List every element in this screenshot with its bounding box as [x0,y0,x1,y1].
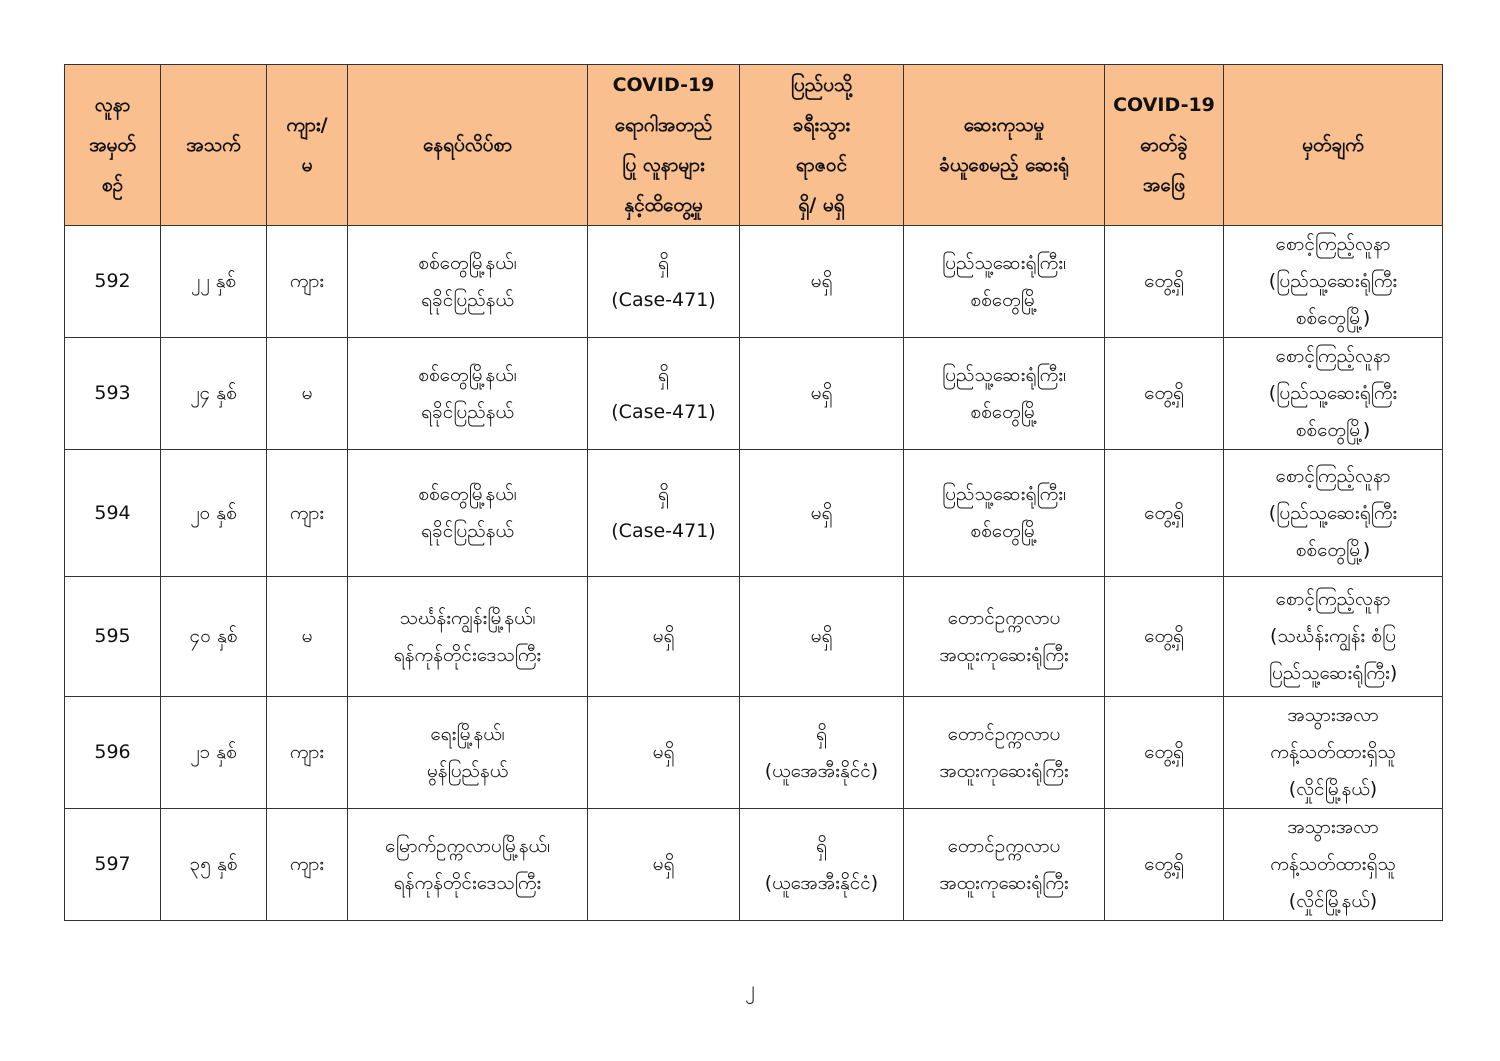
cell-sex: ကျား [266,449,348,577]
cell-test-result: တွေ့ရှိ [1104,337,1224,450]
cell-travel-history: မရှိ [739,337,904,450]
cell-address: စစ်တွေမြို့နယ်၊ ရခိုင်ပြည်နယ် [347,225,588,338]
cell-travel-history: ရှိ (ယူအေအီးနိုင်ငံ) [739,808,904,921]
cell-age: ၂၀ နှစ် [160,449,267,577]
cell-case-number: 596 [64,696,161,809]
cell-test-result: တွေ့ရှိ [1104,808,1224,921]
cell-contact-history: မရှိ [587,576,740,697]
cell-travel-history: ရှိ (ယူအေအီးနိုင်ငံ) [739,696,904,809]
cell-treating-hospital: ပြည်သူ့ဆေးရုံကြီး၊ စစ်တွေမြို့ [903,337,1105,450]
cell-address: သင်္ဃန်းကျွန်းမြို့နယ်၊ ရန်ကုန်တိုင်းဒေသ… [347,576,588,697]
cell-address: စစ်တွေမြို့နယ်၊ ရခိုင်ပြည်နယ် [347,449,588,577]
cell-treating-hospital: တောင်ဥက္ကလာပ အထူးကုဆေးရုံကြီး [903,576,1105,697]
cell-contact-history: ရှိ (Case-471) [587,337,740,450]
cell-treating-hospital: ပြည်သူ့ဆေးရုံကြီး၊ စစ်တွေမြို့ [903,225,1105,338]
cell-age: ၃၅ နှစ် [160,808,267,921]
cell-test-result: တွေ့ရှိ [1104,225,1224,338]
header-sex: ကျား/ မ [266,64,348,226]
cell-travel-history: မရှိ [739,576,904,697]
table-row: 593 ၂၄ နှစ်မစစ်တွေမြို့နယ်၊ ရခိုင်ပြည်နယ်… [64,337,1443,450]
cell-contact-history: မရှိ [587,696,740,809]
cell-case-number: 595 [64,576,161,697]
patient-table: လူနာ အမှတ် စဉ် အသက် ကျား/ မနေရပ်လိပ်စာ COVI… [64,64,1443,921]
cell-address: ရေးမြို့နယ်၊ မွန်ပြည်နယ် [347,696,588,809]
cell-contact-history: ရှိ (Case-471) [587,449,740,577]
cell-sex: ကျား [266,225,348,338]
cell-sex: ကျား [266,696,348,809]
cell-travel-history: မရှိ [739,225,904,338]
cell-case-number: 592 [64,225,161,338]
cell-remarks: စောင့်ကြည့်လူနာ (ပြည်သူ့ဆေးရုံကြီး စစ်တွ… [1223,225,1443,338]
table-row: 594 ၂၀ နှစ် ကျား စစ်တွေမြို့နယ်၊ ရခိုင်ပြည်… [64,449,1443,577]
cell-age: ၂၂ နှစ် [160,225,267,338]
cell-age: ၂၄ နှစ် [160,337,267,450]
cell-remarks: စောင့်ကြည့်လူနာ (ပြည်သူ့ဆေးရုံကြီး စစ်တွ… [1223,449,1443,577]
header-row: လူနာ အမှတ် စဉ် အသက် ကျား/ မနေရပ်လိပ်စာ COVI… [64,64,1443,226]
cell-travel-history: မရှိ [739,449,904,577]
header-case-number: လူနာ အမှတ် စဉ် [64,64,161,226]
header-travel-history: ပြည်ပသို့ ခရီးသွား ရာဇဝင် ရှိ/ မရှိ [739,64,904,226]
table-row: 592 ၂၂ နှစ် ကျား စစ်တွေမြို့နယ်၊ ရခိုင်ပြည်… [64,225,1443,338]
header-treating-hospital: ဆေးကုသမှု ခံယူစေမည့် ဆေးရုံ [903,64,1105,226]
header-contact-history: COVID-19 ရောဂါအတည် ပြု လူနာများ နှင့်ထိတ… [587,64,740,226]
cell-age: ၂၁ နှစ် [160,696,267,809]
cell-address: မြောက်ဥက္ကလာပမြို့နယ်၊ ရန်ကုန်တိုင်းဒေသက… [347,808,588,921]
cell-sex: မ [266,576,348,697]
cell-remarks: အသွားအလာ ကန့်သတ်ထားရှိသူ (လှိုင်မြို့နယ်… [1223,808,1443,921]
header-test-result: COVID-19 ဓာတ်ခွဲ အဖြေ [1104,64,1224,226]
cell-case-number: 593 [64,337,161,450]
cell-address: စစ်တွေမြို့နယ်၊ ရခိုင်ပြည်နယ် [347,337,588,450]
cell-treating-hospital: ပြည်သူ့ဆေးရုံကြီး၊ စစ်တွေမြို့ [903,449,1105,577]
page-number: ၂ [745,976,755,1000]
header-age: အသက် [160,64,267,226]
cell-test-result: တွေ့ရှိ [1104,576,1224,697]
cell-test-result: တွေ့ရှိ [1104,696,1224,809]
header-address: နေရပ်လိပ်စာ [347,64,588,226]
header-remarks: မှတ်ချက် [1223,64,1443,226]
cell-age: ၄၀ နှစ် [160,576,267,697]
cell-treating-hospital: တောင်ဥက္ကလာပ အထူးကုဆေးရုံကြီး [903,696,1105,809]
cell-contact-history: မရှိ [587,808,740,921]
cell-case-number: 594 [64,449,161,577]
table-row: 596 ၂၁ နှစ် ကျား ရေးမြို့နယ်၊ မွန်ပြည်နယ် မရ… [64,696,1443,809]
cell-test-result: တွေ့ရှိ [1104,449,1224,577]
cell-contact-history: ရှိ (Case-471) [587,225,740,338]
table-row: 597 ၃၅ နှစ် ကျား မြောက်ဥက္ကလာပမြို့နယ်၊ ရန်… [64,808,1443,921]
cell-remarks: အသွားအလာ ကန့်သတ်ထားရှိသူ (လှိုင်မြို့နယ်… [1223,696,1443,809]
cell-remarks: စောင့်ကြည့်လူနာ (ပြည်သူ့ဆေးရုံကြီး စစ်တွ… [1223,337,1443,450]
cell-case-number: 597 [64,808,161,921]
cell-remarks: စောင့်ကြည့်လူနာ (သင်္ဃန်းကျွန်း စံပြ ပြည… [1223,576,1443,697]
cell-sex: ကျား [266,808,348,921]
cell-treating-hospital: တောင်ဥက္ကလာပ အထူးကုဆေးရုံကြီး [903,808,1105,921]
table-row: 595 ၄၀ နှစ်မသင်္ဃန်းကျွန်းမြို့နယ်၊ ရန်ကု… [64,576,1443,697]
cell-sex: မ [266,337,348,450]
